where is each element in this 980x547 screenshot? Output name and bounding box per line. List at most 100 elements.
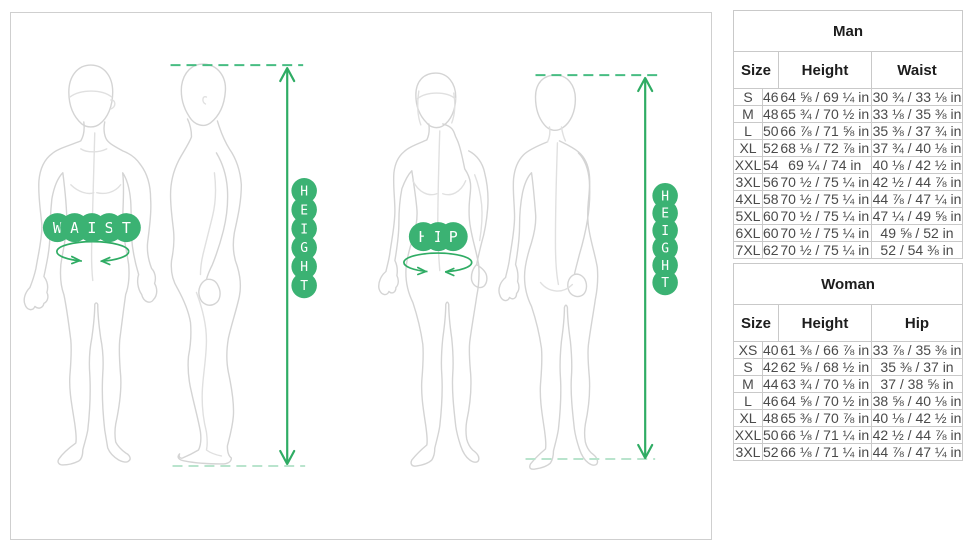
cell-num: 48	[762, 105, 779, 123]
svg-text:H: H	[661, 259, 669, 274]
table-row: XL 52 68 ⅛ / 72 ⅞ in 37 ¾ / 40 ⅛ in	[733, 139, 963, 157]
cell-size: 6XL	[733, 224, 763, 242]
svg-text:I: I	[300, 222, 308, 237]
cell-height: 61 ⅜ / 66 ⅞ in	[778, 341, 872, 359]
svg-text:H: H	[661, 189, 669, 204]
table-row: XS 40 61 ⅜ / 66 ⅞ in 33 ⅞ / 35 ⅜ in	[733, 341, 964, 359]
svg-text:A: A	[70, 219, 79, 237]
table-row: M 44 63 ¾ / 70 ⅛ in 37 / 38 ⅝ in	[733, 375, 964, 393]
cell-range: 40 ⅛ / 42 ½ in	[871, 156, 963, 174]
table-row: M 48 65 ¾ / 70 ½ in 33 ⅛ / 35 ⅜ in	[733, 105, 963, 123]
woman-front-figure	[378, 72, 489, 467]
cell-height: 68 ⅛ / 72 ⅞ in	[778, 139, 872, 157]
cell-range: 35 ⅜ / 37 in	[870, 358, 964, 376]
column-header-size: Size	[733, 304, 779, 342]
cell-size: 3XL	[733, 173, 763, 191]
cell-num: 42	[762, 358, 779, 376]
cell-size: 4XL	[733, 190, 763, 208]
cell-num: 44	[762, 375, 779, 393]
svg-text:P: P	[449, 228, 458, 246]
table-row: L 50 66 ⅞ / 71 ⅝ in 35 ⅜ / 37 ¾ in	[733, 122, 963, 140]
hip-measure-ellipse	[403, 252, 473, 277]
cell-size: 7XL	[733, 241, 763, 259]
cell-range: 49 ⅝ / 52 in	[871, 224, 963, 242]
table-row: 5XL 60 70 ½ / 75 ¼ in 47 ¼ / 49 ⅝ in	[733, 207, 963, 225]
cell-num: 50	[762, 122, 779, 140]
svg-text:I: I	[434, 228, 443, 246]
cell-num: 54	[762, 156, 779, 174]
cell-range: 37 ¾ / 40 ⅛ in	[871, 139, 963, 157]
cell-range: 35 ⅜ / 37 ¾ in	[871, 122, 963, 140]
cell-num: 60	[762, 224, 779, 242]
cell-num: 60	[762, 207, 779, 225]
svg-text:H: H	[300, 184, 308, 199]
svg-text:G: G	[661, 241, 669, 256]
cell-range: 30 ¾ / 33 ⅛ in	[871, 88, 963, 106]
column-header-hip: Hip	[870, 304, 964, 342]
table-row: 3XL 56 70 ½ / 75 ¼ in 42 ½ / 44 ⅞ in	[733, 173, 963, 191]
svg-text:H: H	[300, 260, 308, 275]
height-arrow	[279, 66, 296, 466]
size-tables: Man Size Height Waist S 46 64 ⅝ / 69 ¼ in 3…	[732, 10, 964, 461]
cell-num: 56	[762, 173, 779, 191]
table-row: 4XL 58 70 ½ / 75 ¼ in 44 ⅞ / 47 ¼ in	[733, 190, 963, 208]
cell-size: S	[733, 358, 763, 376]
table-row: 3XL 52 66 ⅛ / 71 ¼ in 44 ⅞ / 47 ¼ in	[733, 443, 964, 461]
cell-height: 70 ½ / 75 ¼ in	[778, 173, 872, 191]
height-arrow	[637, 76, 654, 460]
table-row: S 46 64 ⅝ / 69 ¼ in 30 ¾ / 33 ⅛ in	[733, 88, 963, 106]
cell-height: 66 ⅞ / 71 ⅝ in	[778, 122, 872, 140]
svg-text:H: H	[419, 228, 428, 246]
cell-range: 33 ⅞ / 35 ⅜ in	[870, 341, 964, 359]
svg-text:S: S	[105, 219, 114, 237]
cell-size: 3XL	[733, 443, 763, 461]
table-row: 7XL 62 70 ½ / 75 ¼ in 52 / 54 ⅜ in	[733, 241, 963, 259]
svg-text:W: W	[53, 219, 62, 237]
cell-size: L	[733, 122, 763, 140]
table-row: XXL 54 69 ¼ / 74 in 40 ⅛ / 42 ½ in	[733, 156, 963, 174]
cell-size: 5XL	[733, 207, 763, 225]
svg-text:T: T	[300, 279, 308, 294]
cell-height: 65 ⅜ / 70 ⅞ in	[778, 409, 872, 427]
cell-num: 48	[762, 409, 779, 427]
svg-text:T: T	[661, 276, 669, 291]
woman-back-figure	[498, 74, 599, 470]
cell-size: XL	[733, 409, 763, 427]
cell-range: 40 ⅛ / 42 ½ in	[870, 409, 964, 427]
cell-range: 42 ½ / 44 ⅞ in	[870, 426, 964, 444]
cell-height: 65 ¾ / 70 ½ in	[778, 105, 872, 123]
cell-height: 66 ⅛ / 71 ¼ in	[778, 426, 872, 444]
column-header-waist: Waist	[871, 51, 963, 89]
cell-size: L	[733, 392, 763, 410]
cell-range: 37 / 38 ⅝ in	[870, 375, 964, 393]
cell-size: XL	[733, 139, 763, 157]
cell-height: 70 ½ / 75 ¼ in	[778, 190, 872, 208]
table-row: XXL 50 66 ⅛ / 71 ¼ in 42 ½ / 44 ⅞ in	[733, 426, 964, 444]
cell-size: XXL	[733, 156, 763, 174]
table-row: XL 48 65 ⅜ / 70 ⅞ in 40 ⅛ / 42 ½ in	[733, 409, 964, 427]
cell-size: M	[733, 105, 763, 123]
cell-range: 38 ⅝ / 40 ⅛ in	[870, 392, 964, 410]
cell-range: 33 ⅛ / 35 ⅜ in	[871, 105, 963, 123]
woman-size-table: Woman Size Height Hip XS 40 61 ⅜ / 66 ⅞ in…	[732, 263, 964, 461]
cell-num: 52	[762, 443, 779, 461]
svg-text:E: E	[661, 207, 669, 222]
cell-size: XS	[733, 341, 763, 359]
column-header-size: Size	[733, 51, 779, 89]
cell-height: 70 ½ / 75 ¼ in	[778, 241, 872, 259]
cell-height: 70 ½ / 75 ¼ in	[778, 224, 872, 242]
cell-num: 50	[762, 426, 779, 444]
man-table-title: Man	[733, 10, 963, 52]
cell-height: 70 ½ / 75 ¼ in	[778, 207, 872, 225]
man-front-figure	[23, 64, 158, 466]
waist-measure-ellipse	[56, 240, 130, 266]
woman-table-title: Woman	[732, 263, 964, 305]
cell-size: M	[733, 375, 763, 393]
cell-height: 64 ⅝ / 70 ½ in	[778, 392, 872, 410]
